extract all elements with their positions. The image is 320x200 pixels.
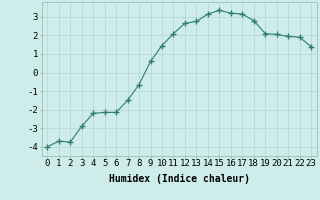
- X-axis label: Humidex (Indice chaleur): Humidex (Indice chaleur): [109, 174, 250, 184]
